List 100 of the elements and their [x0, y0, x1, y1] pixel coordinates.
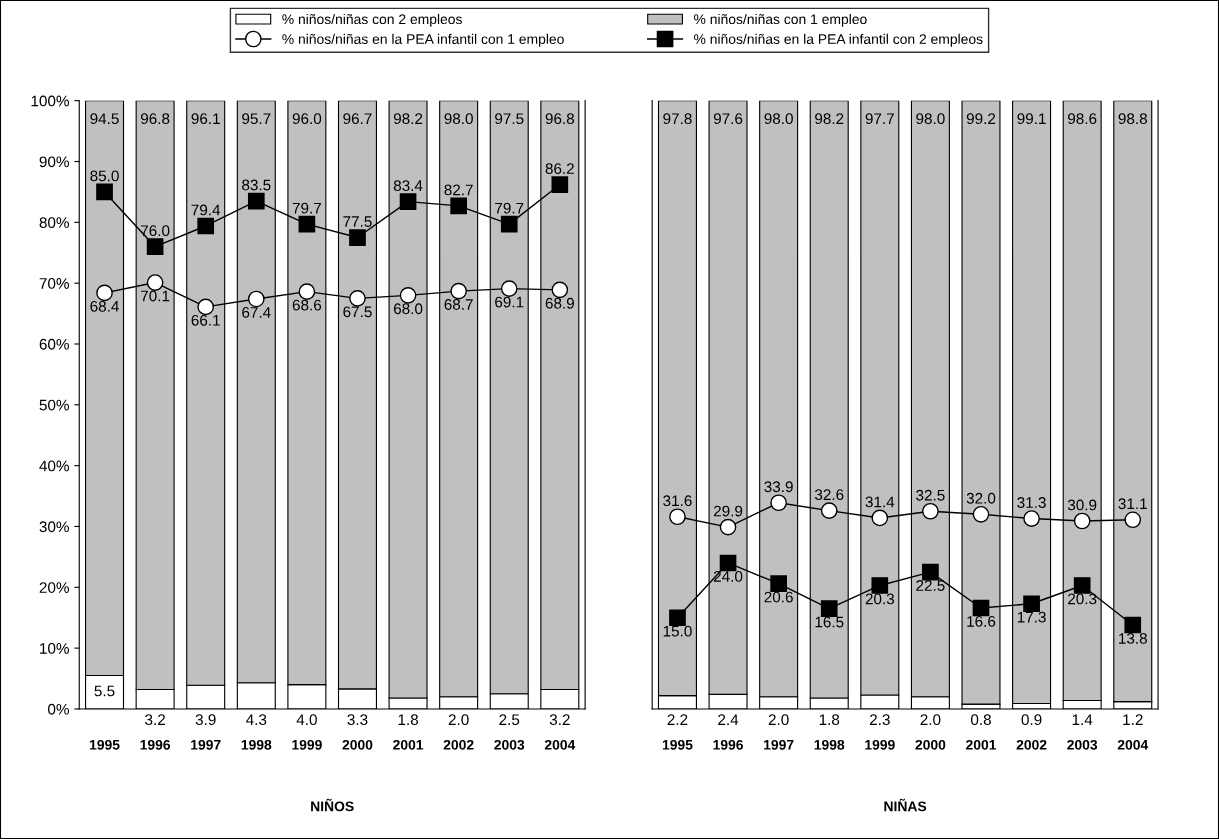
y-tick-label: 50%: [39, 399, 69, 411]
data-label: 0.9: [1021, 714, 1042, 726]
data-label: 3.2: [145, 714, 165, 726]
data-label: 2.4: [718, 714, 739, 725]
data-label: 98.2: [815, 113, 844, 125]
data-label: 97.5: [495, 113, 524, 125]
data-label: 82.7: [444, 184, 473, 196]
point: [922, 502, 939, 520]
data-label: 2.3: [869, 714, 890, 726]
point: [399, 286, 417, 304]
point: [146, 274, 164, 291]
point: [500, 280, 518, 297]
data-label: 97.7: [865, 113, 894, 125]
data-label: 32.0: [966, 492, 996, 504]
x-tick-label: 1996: [713, 739, 743, 750]
data-label: 4.3: [246, 714, 267, 726]
x-tick-label: 2004: [1117, 739, 1149, 750]
data-label: 30.9: [1067, 499, 1097, 511]
y-tick-label: 20%: [39, 582, 69, 593]
x-tick-label: 1995: [662, 739, 693, 750]
point: [551, 176, 569, 193]
point: [197, 217, 215, 235]
data-label: 98.0: [764, 113, 793, 125]
point: [972, 505, 990, 523]
point: [96, 183, 113, 201]
x-tick-label: 2002: [443, 739, 474, 750]
data-label: 79.4: [191, 204, 221, 216]
point: [197, 298, 215, 316]
point: [399, 193, 417, 210]
data-label: 96.7: [343, 113, 372, 125]
data-label: 1.4: [1072, 714, 1093, 725]
point: [450, 197, 467, 215]
y-tick-label: 70%: [39, 278, 69, 289]
legend-label: % niños/niñas en la PEA infantil con 2 empleos: [694, 33, 983, 47]
data-label: 95.7: [242, 113, 271, 125]
data-label: 69.1: [495, 296, 524, 308]
data-label: 24.0: [713, 570, 743, 582]
data-label: 32.5: [916, 489, 945, 501]
y-tick-label: 60%: [39, 338, 69, 350]
data-label: 31.4: [865, 496, 895, 508]
data-label: 3.3: [347, 714, 368, 726]
data-label: 29.9: [713, 505, 743, 517]
legend-label: % niños/niñas con 1 empleo: [694, 13, 867, 27]
data-label: 22.5: [916, 580, 945, 591]
data-label: 1.2: [1123, 714, 1143, 725]
point: [871, 577, 889, 594]
data-label: 68.0: [393, 303, 423, 315]
data-label: 83.4: [393, 180, 423, 192]
y-tick-label: 10%: [40, 643, 69, 654]
data-label: 67.4: [242, 306, 271, 318]
data-label: 98.0: [916, 113, 945, 125]
data-label: 16.6: [967, 615, 996, 627]
data-label: 17.3: [1017, 611, 1046, 623]
data-label: 15.0: [663, 625, 692, 637]
point: [871, 509, 889, 527]
x-tick-label: 1999: [292, 739, 322, 750]
data-label: 99.2: [966, 113, 996, 125]
data-label: 86.2: [545, 163, 574, 174]
data-label: 2.0: [448, 714, 469, 726]
data-label: 16.5: [815, 616, 844, 628]
y-tick-label: 100%: [31, 95, 69, 107]
point: [669, 508, 686, 526]
data-label: 1.8: [398, 714, 419, 726]
data-label: 20.3: [1068, 593, 1097, 605]
data-label: 85.0: [90, 170, 119, 182]
data-label: 76.0: [141, 225, 170, 237]
point: [1073, 512, 1091, 530]
x-axis-title: NIÑAS: [884, 798, 927, 812]
data-label: 2.2: [667, 714, 688, 725]
data-label: 31.6: [663, 495, 692, 507]
data-label: 97.6: [713, 113, 743, 125]
data-label: 3.9: [195, 714, 216, 726]
point: [972, 599, 990, 617]
data-label: 94.5: [90, 113, 119, 125]
data-label: 32.6: [814, 489, 844, 501]
point: [719, 518, 737, 536]
data-label: 66.1: [191, 314, 220, 326]
x-tick-label: 1995: [89, 739, 120, 750]
y-tick-label: 90%: [39, 156, 69, 168]
data-label: 4.0: [296, 714, 317, 726]
x-tick-label: 2002: [1016, 739, 1047, 750]
data-label: 2.5: [499, 714, 520, 726]
data-label: 2.0: [920, 714, 941, 726]
legend-label: % niños/niñas en la PEA infantil con 1 empleo: [282, 33, 564, 47]
data-label: 33.9: [764, 481, 793, 493]
data-label: 1.8: [819, 714, 840, 726]
data-label: 0.8: [970, 714, 991, 726]
data-label: 31.3: [1017, 497, 1046, 508]
data-label: 96.8: [545, 113, 575, 125]
point: [247, 290, 265, 308]
data-label: 68.7: [444, 299, 473, 310]
data-label: 98.6: [1068, 113, 1097, 125]
point: [820, 502, 838, 519]
data-label: 98.0: [444, 113, 473, 125]
point: [450, 282, 467, 300]
x-tick-label: 1998: [814, 739, 845, 750]
data-label: 31.1: [1118, 498, 1147, 510]
x-tick-label: 2004: [544, 739, 576, 750]
x-tick-label: 2000: [915, 739, 946, 750]
data-label: 68.4: [90, 300, 119, 312]
